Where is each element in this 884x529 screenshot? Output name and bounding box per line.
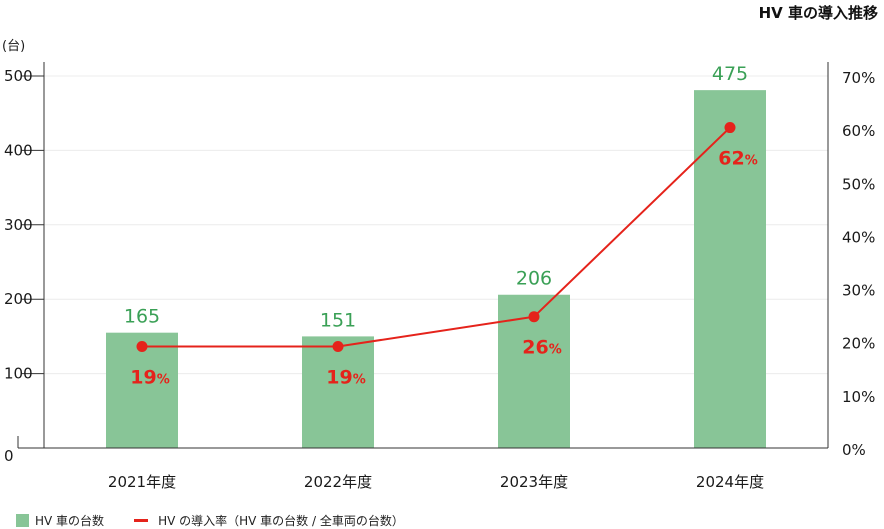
rate-value-label: 62% (718, 148, 757, 170)
left-tick-label: 500 (4, 67, 33, 85)
x-tick-label: 2024年度 (696, 473, 764, 491)
data-labels: 165 151 206 475 19% 19% 26% 62% (124, 63, 758, 388)
rate-point (528, 311, 540, 323)
rate-value-label: 26% (522, 337, 561, 359)
right-tick-label: 30% (842, 282, 875, 300)
left-axis-ticks: 0 100 200 300 400 500 (4, 67, 44, 465)
x-tick-label: 2021年度 (108, 473, 176, 491)
legend-line-swatch (134, 518, 149, 522)
bar-value-label: 206 (516, 268, 552, 290)
axes (17, 62, 829, 449)
rate-value-label: 19% (130, 366, 169, 388)
rate-point (136, 340, 148, 352)
right-axis-ticks: 0% 10% 20% 30% 40% 50% 60% 70% (842, 69, 875, 459)
bar-value-label: 475 (712, 63, 748, 85)
bar-value-label: 165 (124, 306, 160, 328)
x-tick-label: 2023年度 (500, 473, 568, 491)
y-axis-unit-label: (台) (2, 39, 25, 54)
bar-series (106, 90, 766, 449)
left-tick-label: 200 (4, 290, 33, 308)
right-tick-label: 50% (842, 175, 875, 193)
bar (302, 336, 374, 448)
x-tick-label: 2022年度 (304, 473, 372, 491)
rate-point (724, 122, 736, 134)
right-tick-label: 70% (842, 69, 875, 87)
legend-item-bars: HV 車の台数 (16, 512, 104, 529)
rate-point (332, 340, 344, 352)
right-tick-label: 10% (842, 388, 875, 406)
rate-value-label: 19% (326, 366, 365, 388)
bar (694, 90, 766, 449)
legend-bar-swatch (16, 513, 29, 527)
right-tick-label: 60% (842, 122, 875, 140)
rate-line-series (136, 122, 736, 352)
right-tick-label: 20% (842, 335, 875, 353)
legend-line-label: HV の導入率（HV 車の台数 / 全車両の台数） (158, 513, 404, 528)
rate-line (142, 126, 731, 348)
legend-item-line: HV の導入率（HV 車の台数 / 全車両の台数） (134, 512, 404, 529)
bar-value-label: 151 (320, 309, 356, 331)
chart: 0 100 200 300 400 500 0% 10% 20% 30% 40% 50% 60% 70%… (2, 4, 878, 491)
right-tick-label: 0% (842, 441, 866, 459)
chart-title: HV 車の導入推移 (759, 4, 878, 22)
legend: HV 車の台数 HV の導入率（HV 車の台数 / 全車両の台数） (16, 511, 434, 529)
x-axis-ticks: 2021年度 2022年度 2023年度 2024年度 (108, 473, 764, 491)
left-tick-label: 100 (4, 365, 33, 383)
left-tick-label: 300 (4, 216, 33, 234)
legend-bar-label: HV 車の台数 (35, 513, 105, 528)
left-tick-label: 0 (4, 447, 14, 465)
left-tick-label: 400 (4, 141, 33, 159)
right-tick-label: 40% (842, 228, 875, 246)
